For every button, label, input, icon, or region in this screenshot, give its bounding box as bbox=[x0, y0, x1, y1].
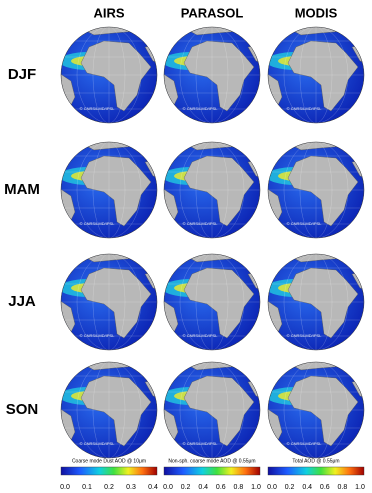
credit: © CNRS/LMD/IPSL bbox=[80, 441, 116, 446]
globe-map: © CNRS/LMD/IPSL bbox=[59, 130, 159, 238]
credit: © CNRS/LMD/IPSL bbox=[80, 106, 116, 111]
globe-map: © CNRS/LMD/IPSL bbox=[59, 350, 159, 458]
credit: © CNRS/LMD/IPSL bbox=[287, 221, 323, 226]
globe-map: © CNRS/LMD/IPSL bbox=[162, 15, 262, 123]
credit: © CNRS/LMD/IPSL bbox=[80, 333, 116, 338]
colorbar-tick-label: 0.2 bbox=[285, 484, 295, 491]
row-label: DJF bbox=[8, 66, 36, 83]
credit: © CNRS/LMD/IPSL bbox=[183, 333, 219, 338]
colorbar-tick-label: 0.0 bbox=[60, 484, 70, 491]
globe-map: © CNRS/LMD/IPSL bbox=[162, 242, 262, 350]
colorbar-tick-label: 0.1 bbox=[82, 484, 92, 491]
credit: © CNRS/LMD/IPSL bbox=[183, 106, 219, 111]
credit: © CNRS/LMD/IPSL bbox=[183, 441, 219, 446]
row-label: JJA bbox=[8, 293, 36, 310]
colorbar-title: Coarse mode Dust AOD @ 10μm bbox=[72, 458, 146, 464]
colorbar-tick-label: 0.6 bbox=[320, 484, 330, 491]
colorbar bbox=[61, 467, 157, 475]
colorbar-tick-label: 0.4 bbox=[198, 484, 208, 491]
row-label: SON bbox=[6, 401, 39, 418]
colorbar-title: Non-sph. coarse mode AOD @ 0.55μm bbox=[168, 458, 255, 464]
column-title: MODIS bbox=[295, 5, 338, 20]
row-label: MAM bbox=[4, 181, 40, 198]
colorbar-tick-label: 0.4 bbox=[302, 484, 312, 491]
figure: AIRS PARASOL MODIS DJF © CNRS/LMD/IPSL © CNRS… bbox=[0, 0, 372, 493]
globe-map: © CNRS/LMD/IPSL bbox=[266, 130, 366, 238]
column-title: PARASOL bbox=[181, 5, 244, 20]
globe-map: © CNRS/LMD/IPSL bbox=[162, 130, 262, 238]
credit: © CNRS/LMD/IPSL bbox=[183, 221, 219, 226]
colorbar bbox=[164, 467, 260, 475]
globe-map: © CNRS/LMD/IPSL bbox=[266, 242, 366, 350]
colorbar-tick-label: 0.8 bbox=[338, 484, 348, 491]
credit: © CNRS/LMD/IPSL bbox=[80, 221, 116, 226]
colorbar-tick-label: 0.6 bbox=[216, 484, 226, 491]
globe-map: © CNRS/LMD/IPSL bbox=[162, 350, 262, 458]
colorbar-tick-label: 0.2 bbox=[181, 484, 191, 491]
colorbar-tick-label: 0.3 bbox=[126, 484, 136, 491]
colorbar-tick-label: 0.2 bbox=[104, 484, 114, 491]
globe-map: © CNRS/LMD/IPSL bbox=[59, 15, 159, 123]
colorbar-tick-label: 1.0 bbox=[355, 484, 365, 491]
colorbar-tick-label: 0.0 bbox=[267, 484, 277, 491]
credit: © CNRS/LMD/IPSL bbox=[287, 333, 323, 338]
globe-map: © CNRS/LMD/IPSL bbox=[59, 242, 159, 350]
colorbar-title: Total AOD @ 0.55μm bbox=[292, 458, 339, 464]
globe-map: © CNRS/LMD/IPSL bbox=[266, 350, 366, 458]
column-title: AIRS bbox=[93, 5, 124, 20]
colorbar-tick-label: 0.4 bbox=[148, 484, 158, 491]
credit: © CNRS/LMD/IPSL bbox=[287, 106, 323, 111]
globe-map: © CNRS/LMD/IPSL bbox=[266, 15, 366, 123]
colorbar-tick-label: 0.8 bbox=[234, 484, 244, 491]
colorbar bbox=[268, 467, 364, 475]
credit: © CNRS/LMD/IPSL bbox=[287, 441, 323, 446]
colorbar-tick-label: 0.0 bbox=[163, 484, 173, 491]
colorbar-tick-label: 1.0 bbox=[251, 484, 261, 491]
